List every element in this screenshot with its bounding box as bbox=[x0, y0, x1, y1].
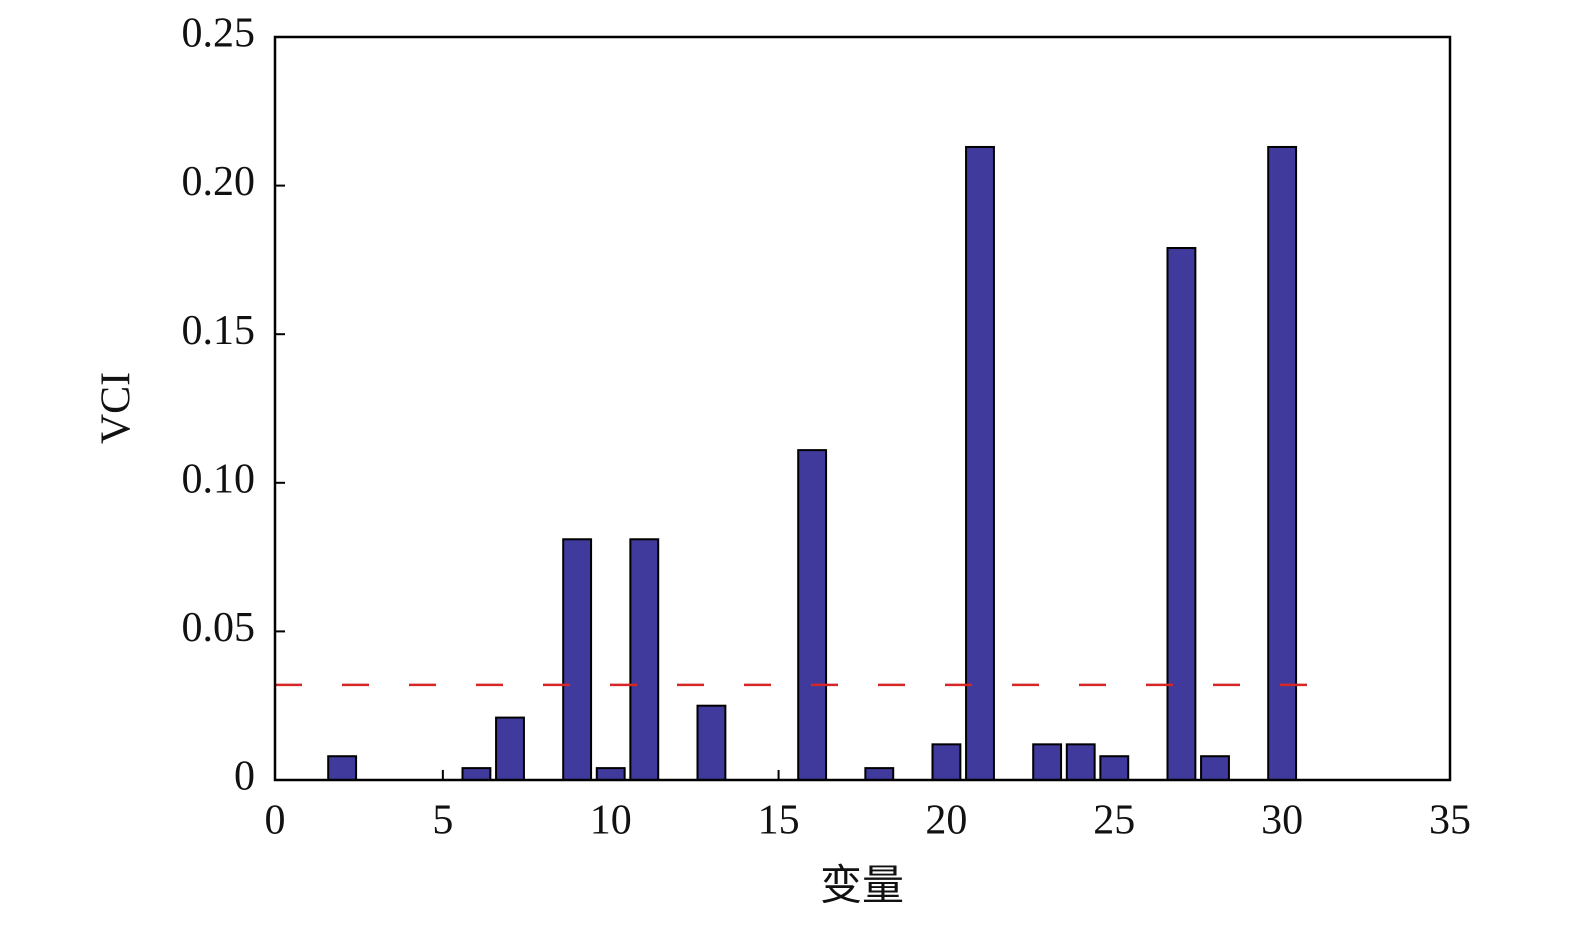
bar bbox=[1032, 743, 1063, 781]
bar bbox=[1200, 755, 1230, 781]
y-axis-label: VCI bbox=[94, 372, 140, 444]
bar bbox=[327, 755, 358, 781]
bar bbox=[461, 767, 492, 781]
y-tick-label: 0.05 bbox=[182, 605, 256, 651]
x-tick-label: 15 bbox=[758, 798, 800, 844]
bar bbox=[1166, 247, 1197, 781]
bar bbox=[864, 767, 895, 781]
bar bbox=[1099, 755, 1130, 781]
bar bbox=[1065, 743, 1096, 781]
y-tick-label: 0.10 bbox=[182, 456, 256, 502]
plot-frame bbox=[273, 35, 1452, 782]
x-tick-label: 20 bbox=[925, 798, 967, 844]
bar bbox=[797, 449, 828, 781]
x-tick-label: 5 bbox=[432, 798, 453, 844]
x-tick-label: 25 bbox=[1093, 798, 1135, 844]
x-tick-label: 10 bbox=[590, 798, 632, 844]
bar bbox=[931, 743, 962, 781]
bar bbox=[495, 716, 525, 782]
bar bbox=[696, 704, 727, 782]
x-tick-label: 35 bbox=[1429, 798, 1471, 844]
bar bbox=[629, 538, 660, 781]
bar bbox=[1267, 145, 1298, 782]
x-tick-label: 0 bbox=[265, 798, 286, 844]
y-tick-label: 0.15 bbox=[182, 308, 256, 354]
bar bbox=[595, 767, 626, 781]
y-tick-label: 0.20 bbox=[182, 159, 256, 205]
y-tick-label: 0 bbox=[234, 754, 255, 800]
x-tick-label: 30 bbox=[1261, 798, 1303, 844]
y-tick-label: 0.25 bbox=[182, 11, 256, 57]
bar bbox=[562, 538, 593, 781]
x-axis-label: 变量 bbox=[820, 863, 904, 910]
